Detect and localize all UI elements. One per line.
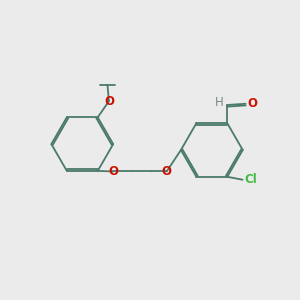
Text: O: O — [247, 97, 257, 110]
Text: H: H — [215, 96, 224, 109]
Text: O: O — [108, 165, 118, 178]
Text: Cl: Cl — [244, 173, 257, 186]
Text: O: O — [104, 94, 114, 108]
Text: O: O — [162, 165, 172, 178]
